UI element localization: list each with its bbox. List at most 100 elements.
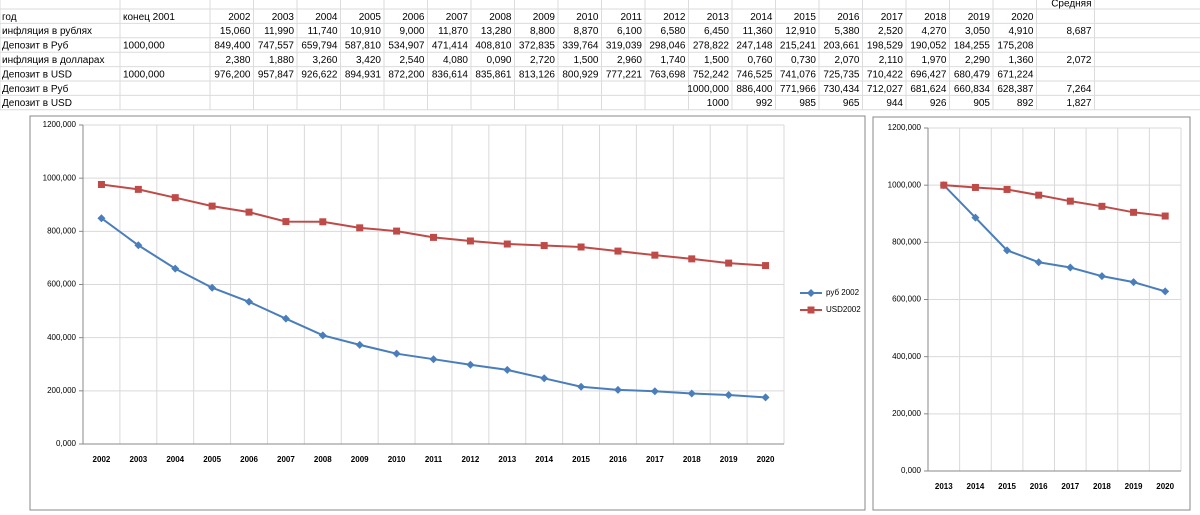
cell-value: 1,970 <box>921 55 946 66</box>
row-label: инфляция в рублях <box>2 25 92 37</box>
data-point <box>134 185 142 193</box>
y-tick-label: 1200,000 <box>888 123 922 132</box>
cell-value: 800,929 <box>562 69 599 80</box>
cell-value: 1,827 <box>1066 98 1091 109</box>
x-tick-label: 2017 <box>646 455 664 464</box>
cell-value: 671,224 <box>997 69 1034 80</box>
cell-value: 771,966 <box>780 84 817 95</box>
cell-value: 710,422 <box>867 69 904 80</box>
cell-value: 725,735 <box>823 69 860 80</box>
cell-value: 944 <box>886 98 903 109</box>
cell-value: 6,100 <box>617 26 642 37</box>
cell-value: 777,221 <box>606 69 643 80</box>
cell-value: конец 2001 <box>123 12 175 23</box>
data-point <box>1066 263 1075 272</box>
cell-value: 9,000 <box>399 26 424 37</box>
data-point <box>171 194 179 202</box>
data-point <box>971 213 980 222</box>
cell-value: 2002 <box>228 12 251 23</box>
data-point <box>807 289 815 297</box>
series-line <box>943 184 1166 218</box>
data-point <box>613 385 622 394</box>
data-point <box>97 214 106 223</box>
x-tick-label: 2020 <box>757 455 775 464</box>
data-point <box>392 349 401 358</box>
cell-value: 2018 <box>924 12 947 23</box>
data-point <box>318 331 327 340</box>
cell-value: 2011 <box>620 12 642 23</box>
data-point <box>1129 278 1138 287</box>
data-point <box>208 283 217 292</box>
x-tick-label: 2014 <box>967 482 985 491</box>
data-point <box>393 227 401 235</box>
cell-value: 190,052 <box>910 41 947 52</box>
row-label: год <box>2 12 17 23</box>
data-point <box>614 247 622 255</box>
cell-value: 3,260 <box>312 55 337 66</box>
chart-frame <box>29 115 866 511</box>
data-point <box>429 355 438 364</box>
data-point <box>688 255 696 263</box>
cell-value: 835,861 <box>475 69 512 80</box>
cell-value: 11,990 <box>264 26 294 37</box>
cell-value: 1000,000 <box>123 41 165 52</box>
cell-value: 12,910 <box>785 26 816 37</box>
cell-value: 957,847 <box>258 69 295 80</box>
data-point <box>1003 185 1011 193</box>
data-point <box>761 393 770 402</box>
x-tick-label: 2009 <box>351 455 369 464</box>
cell-value: 408,810 <box>475 41 512 52</box>
cell-value: 660,834 <box>954 84 991 95</box>
cell-value: 2,380 <box>225 55 250 66</box>
cell-value: 1,500 <box>704 55 729 66</box>
cell-value: Средняя <box>1051 0 1091 10</box>
cell-value: 15,060 <box>220 26 251 37</box>
cell-value: 1000,000 <box>123 69 165 80</box>
series-line <box>943 184 1166 293</box>
data-point <box>1035 191 1043 199</box>
cell-value: 1,500 <box>573 55 598 66</box>
legend-label: руб 2002 <box>826 288 860 297</box>
data-point <box>577 382 586 391</box>
cell-value: 894,931 <box>345 69 382 80</box>
data-point <box>1003 246 1012 255</box>
cell-value: 2017 <box>881 12 904 23</box>
data-point <box>577 243 585 251</box>
x-tick-label: 2020 <box>1156 482 1174 491</box>
cell-value: 2016 <box>837 12 860 23</box>
data-point <box>650 387 659 396</box>
cell-value: 696,427 <box>910 69 947 80</box>
cell-value: 976,200 <box>214 69 251 80</box>
cell-value: 203,661 <box>823 41 860 52</box>
x-tick-label: 2015 <box>572 455 590 464</box>
cell-value: 198,529 <box>867 41 904 52</box>
x-tick-label: 2017 <box>1061 482 1079 491</box>
y-tick-label: 800,000 <box>47 226 76 235</box>
y-tick-label: 200,000 <box>47 386 76 395</box>
cell-value: 372,835 <box>519 41 556 52</box>
cell-value: 628,387 <box>997 84 1034 95</box>
data-point <box>430 233 437 241</box>
y-tick-label: 400,000 <box>47 333 76 342</box>
cell-value: 746,525 <box>736 69 773 80</box>
cell-value: 2,290 <box>965 55 990 66</box>
cell-value: 8,687 <box>1066 26 1091 37</box>
data-point <box>1161 287 1170 296</box>
y-tick-label: 1000,000 <box>888 180 922 189</box>
cell-grid <box>0 0 1200 111</box>
chart-frame <box>872 116 1191 511</box>
data-point <box>282 218 290 226</box>
cell-value: 813,126 <box>519 69 556 80</box>
y-tick-label: 1000,000 <box>43 173 77 182</box>
data-point <box>1161 212 1169 220</box>
y-tick-label: 0,000 <box>901 466 922 475</box>
cell-value: 534,907 <box>388 41 425 52</box>
cell-value: 11,360 <box>743 26 773 37</box>
x-tick-label: 2002 <box>93 455 111 464</box>
cell-value: 6,450 <box>704 26 729 37</box>
cell-value: 2004 <box>315 12 338 23</box>
x-tick-label: 2019 <box>1125 482 1143 491</box>
cell-value: 965 <box>843 98 860 109</box>
cell-value: 2009 <box>533 12 556 23</box>
data-point <box>724 391 733 400</box>
